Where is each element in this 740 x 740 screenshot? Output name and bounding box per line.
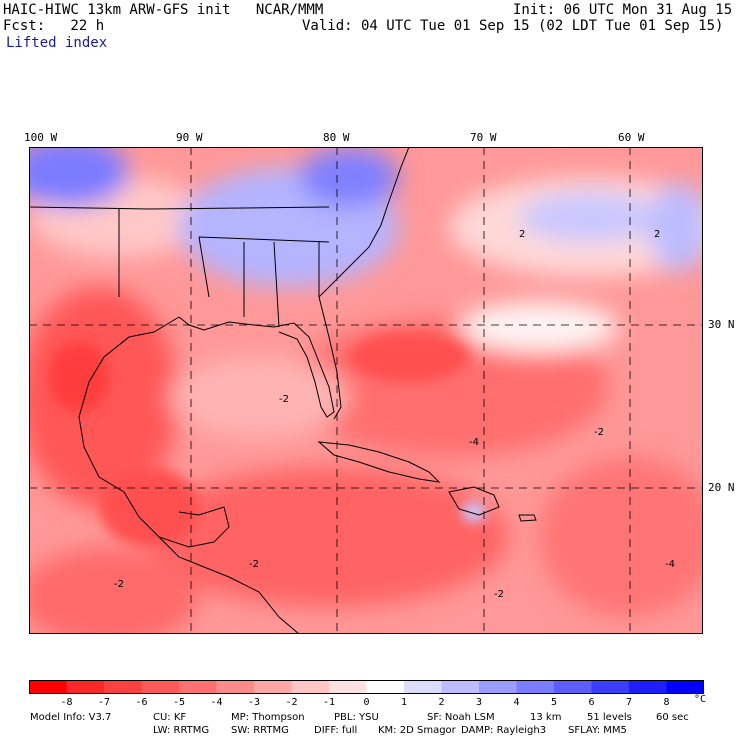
colorbar-tick-label: 0: [363, 697, 370, 708]
model-info-km: KM: 2D Smagor: [378, 725, 456, 736]
stable-area-carolinas: [299, 147, 399, 207]
colorbar-cell: [254, 680, 292, 694]
cuba: [317, 441, 441, 483]
model-info-version: Model Info: V3.7: [30, 712, 112, 723]
map-frame: [29, 147, 703, 634]
contour-label: -4: [665, 559, 675, 570]
model-info-levels: 51 levels: [587, 712, 632, 723]
colorbar-cell: [666, 680, 704, 694]
colorbar-cell: [404, 680, 442, 694]
model-info-diff: DIFF: full: [314, 725, 358, 736]
colorbar-cell: [29, 680, 67, 694]
colorbar-tick-label: -6: [135, 697, 148, 708]
texas-coast: [78, 316, 230, 548]
valid-time: Valid: 04 UTC Tue 01 Sep 15 (02 LDT Tue …: [302, 18, 724, 34]
neutral-area-gulf: [169, 357, 349, 437]
colorbar-cell: [141, 680, 180, 694]
model-info-pbl: PBL: YSU: [334, 712, 379, 723]
strong-unstable-bahamas: [349, 332, 469, 382]
lon-label-80w: 80 W: [323, 131, 350, 144]
colorbar-tick-label: -5: [172, 697, 186, 708]
model-info-timestep: 60 sec: [656, 712, 689, 723]
forecast-hour: Fcst: 22 h: [3, 18, 105, 34]
contour-label: 2: [519, 229, 525, 240]
colorbar-tick-label: 8: [663, 697, 670, 708]
contour-label: -2: [114, 579, 124, 590]
contour-label: 2: [654, 229, 660, 240]
colorbar-cell: [216, 680, 255, 694]
colorbar-tick-label: -1: [322, 697, 336, 708]
lat-label-30n: 30 N: [708, 318, 735, 331]
stable-spot-hispaniola: [462, 502, 486, 522]
colorbar-tick-label: -2: [285, 697, 298, 708]
colorbar-cell: [629, 680, 667, 694]
contour-label: -2: [494, 589, 504, 600]
model-info-sf: SF: Noah LSM: [427, 712, 495, 723]
us-gulf-coast: [178, 316, 335, 418]
colorbar: [29, 680, 704, 694]
colorbar-tick-label: 2: [438, 697, 445, 708]
colorbar-cell: [554, 680, 592, 694]
lifted-index-map: -2 -4 -2 -4 -2 2 2 -2 -2: [29, 147, 703, 634]
model-info-lw: LW: RRTMG: [153, 725, 210, 736]
us-atlantic-coast: [318, 147, 410, 298]
colorbar-tick-label: 3: [475, 697, 483, 708]
model-info-sw: SW: RRTMG: [231, 725, 289, 736]
model-info-mp: MP: Thompson: [231, 712, 305, 723]
hispaniola: [448, 486, 500, 516]
colorbar-cell: [479, 680, 517, 694]
lon-label-60w: 60 W: [618, 131, 645, 144]
strong-unstable-mexico: [99, 467, 199, 547]
colorbar-cell: [66, 680, 105, 694]
colorbar-tick-label: 4: [513, 697, 520, 708]
colorbar-tick-label: 1: [400, 697, 408, 708]
stable-area-northwest-corner: [29, 147, 129, 207]
unstable-area-caribbean: [149, 467, 509, 607]
stable-area-atlantic-ridge: [519, 192, 659, 242]
lat-label-20n: 20 N: [708, 481, 735, 494]
colorbar-cell: [179, 680, 217, 694]
colorbar-tick-label: 5: [550, 697, 558, 708]
contour-label: -4: [469, 437, 479, 448]
contour-label: -2: [594, 427, 604, 438]
colorbar-tick-label: -3: [247, 697, 261, 708]
colorbar-tick-label: 7: [625, 697, 633, 708]
model-info-sflay: SFLAY: MM5: [568, 725, 627, 736]
lon-label-70w: 70 W: [470, 131, 497, 144]
colorbar-cell: [441, 680, 480, 694]
colorbar-tick-label: -7: [97, 697, 111, 708]
colorbar-cell: [104, 680, 142, 694]
colorbar-cell: [516, 680, 555, 694]
colorbar-cell: [591, 680, 630, 694]
puerto-rico: [518, 514, 537, 522]
field-name: Lifted index: [6, 35, 108, 51]
unstable-area-central-america: [29, 547, 199, 634]
contour-label: -2: [249, 559, 259, 570]
colorbar-tick-label: 6: [588, 697, 595, 708]
colorbar-cell: [366, 680, 405, 694]
unstable-area-gulf-west: [29, 287, 179, 507]
model-title: HAIC-HIWC 13km ARW-GFS init NCAR/MMM: [3, 2, 324, 18]
colorbar-tick-label: -4: [210, 697, 223, 708]
colorbar-unit: °C: [694, 694, 707, 705]
strong-unstable-texas: [49, 342, 109, 412]
init-time: Init: 06 UTC Mon 31 Aug 15: [513, 2, 733, 18]
us-state-borders: [29, 206, 330, 328]
lon-label-100w: 100 W: [24, 131, 58, 144]
model-info-cu: CU: KF: [153, 712, 187, 723]
neutral-area-atlantic-band: [459, 302, 619, 352]
colorbar-cell: [291, 680, 330, 694]
central-america: [158, 536, 300, 634]
stable-area-east: [649, 182, 703, 272]
colorbar-tick-label: -8: [60, 697, 73, 708]
unstable-area-southeast: [539, 457, 703, 617]
colorbar-cell: [329, 680, 367, 694]
model-info-resolution: 13 km: [530, 712, 562, 723]
lon-label-90w: 90 W: [176, 131, 203, 144]
contour-label: -2: [279, 394, 289, 405]
model-info-damp: DAMP: Rayleigh3: [461, 725, 547, 736]
